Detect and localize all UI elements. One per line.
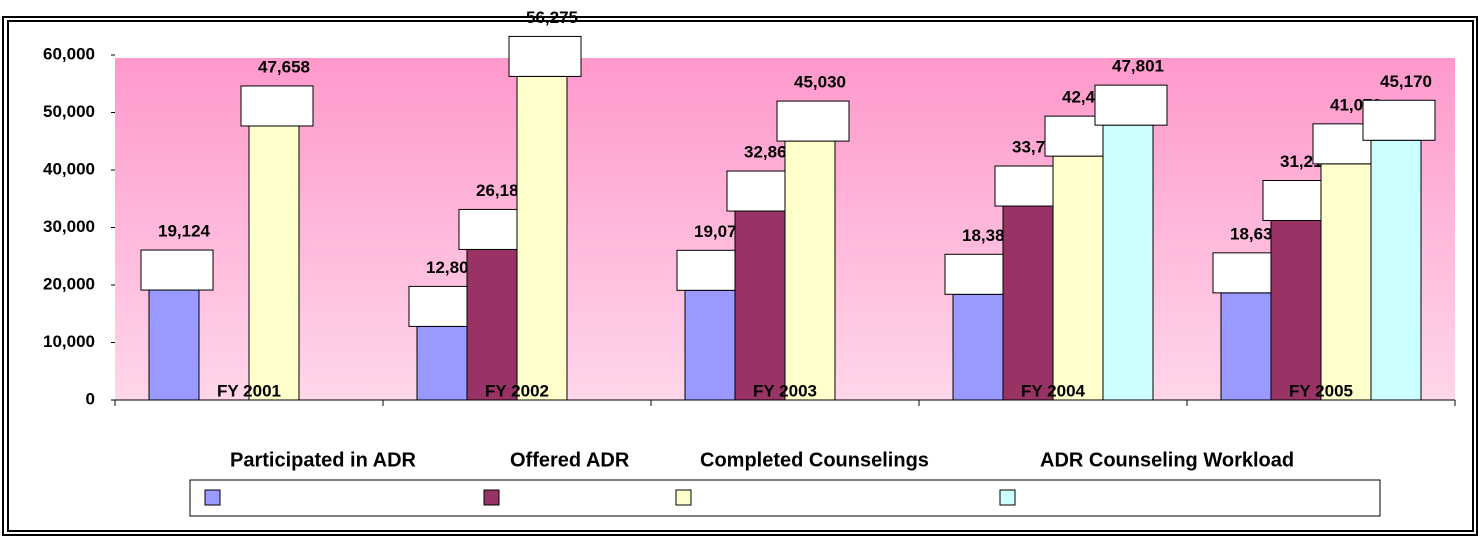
data-label-box [1094, 84, 1168, 126]
legend-label: Participated in ADR [230, 449, 417, 471]
data-label: 18,634 [1230, 224, 1283, 243]
bar [466, 248, 518, 401]
legend-swatch [999, 489, 1016, 506]
x-tick-label: FY 2001 [217, 381, 281, 400]
bar [1320, 163, 1372, 401]
legend-box [189, 479, 1381, 517]
y-tick-label: 20,000 [43, 274, 95, 293]
inner-border [7, 20, 1474, 532]
legend-label: Completed Counselings [700, 449, 929, 471]
bar [1102, 124, 1154, 401]
bar [734, 210, 786, 401]
data-label: 47,658 [258, 57, 310, 76]
bar [684, 289, 736, 401]
data-label: 19,124 [158, 222, 211, 241]
bar [952, 293, 1004, 401]
bar [1052, 155, 1104, 401]
bar [148, 289, 200, 401]
legend-swatch [483, 489, 500, 506]
legend-label: Offered ADR [510, 449, 630, 471]
y-tick-label: 60,000 [43, 44, 95, 63]
data-label: 26,185 [476, 181, 528, 200]
data-label-box [776, 100, 850, 142]
data-label-box [508, 35, 582, 77]
bar [416, 325, 468, 401]
bar [248, 125, 300, 401]
outer-border [2, 16, 1478, 536]
bar [784, 140, 836, 401]
data-label: 45,030 [794, 73, 846, 92]
legend-label: ADR Counseling Workload [1040, 449, 1294, 471]
x-tick-label: FY 2005 [1289, 381, 1353, 400]
data-label: 12,800 [426, 258, 478, 277]
data-label: 45,170 [1380, 72, 1432, 91]
data-label: 18,381 [962, 226, 1014, 245]
y-tick-label: 30,000 [43, 217, 95, 236]
bar [1002, 205, 1054, 401]
x-tick-label: FY 2004 [1021, 381, 1086, 400]
data-label-box [240, 85, 314, 127]
data-label-box [140, 249, 214, 291]
data-label: 32,864 [744, 143, 797, 162]
legend-swatch [675, 489, 692, 506]
data-label: 19,075 [694, 222, 746, 241]
y-tick-label: 10,000 [43, 332, 95, 351]
x-tick-label: FY 2003 [753, 381, 817, 400]
legend-swatch [204, 489, 221, 506]
bar [516, 75, 568, 401]
bar [1220, 292, 1272, 401]
bar [1270, 220, 1322, 401]
y-tick-label: 40,000 [43, 159, 95, 178]
data-label: 47,801 [1112, 57, 1164, 76]
y-tick-label: 0 [86, 389, 95, 408]
x-tick-label: FY 2002 [485, 381, 549, 400]
data-label: 56,275 [526, 8, 578, 27]
bar [1370, 139, 1422, 401]
y-tick-label: 50,000 [43, 102, 95, 121]
data-label-box [1362, 99, 1436, 141]
